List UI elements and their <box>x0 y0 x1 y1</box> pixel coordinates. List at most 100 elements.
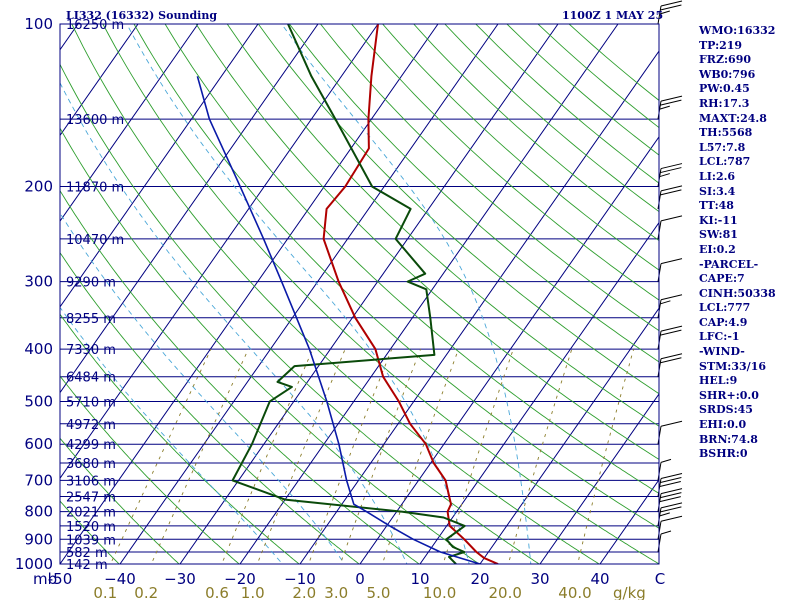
mixing-ratio-label: 2.0 <box>292 584 316 600</box>
wind-barb <box>657 420 683 445</box>
pressure-tick-label: 1000 <box>15 555 53 573</box>
mixing-ratio-label: 5.0 <box>367 584 391 600</box>
isotherm-line <box>60 24 199 223</box>
isotherm-line <box>539 393 659 564</box>
dry-adiabat-line <box>60 500 120 564</box>
height-level-label: 2547 m <box>66 491 116 506</box>
isotherm-line <box>119 24 499 564</box>
dry-adiabat-line <box>288 24 659 363</box>
wind-barb <box>657 0 683 25</box>
wind-barb-half-flag <box>659 512 670 517</box>
height-level-label: 10470 m <box>66 233 124 248</box>
moist-adiabat-line <box>60 306 283 564</box>
index-item: KI:-11 <box>699 213 738 227</box>
temperature-tick-label: −10 <box>284 570 316 588</box>
height-level-label: 5710 m <box>66 395 116 410</box>
dry-adiabat-line <box>60 189 420 564</box>
temperature-tick-label: 30 <box>530 570 549 588</box>
station-title: LI332 (16332) Sounding <box>66 9 217 22</box>
pressure-tick-label: 700 <box>24 471 53 489</box>
temperature-tick-label: C <box>655 570 665 588</box>
wind-barb-flag <box>660 185 683 192</box>
wind-barb-flag <box>660 163 683 170</box>
dry-adiabat-line <box>319 24 659 332</box>
mixing-ratio-line <box>339 348 422 564</box>
dry-adiabat-line <box>133 24 659 529</box>
mixing-ratio-line <box>110 348 212 564</box>
wind-barb-flag <box>660 420 683 427</box>
index-item: -PARCEL- <box>699 257 759 271</box>
index-item: SRDS:45 <box>699 403 753 417</box>
mixing-ratio-label: 10.0 <box>423 584 456 600</box>
dry-adiabat-line <box>60 127 480 564</box>
dry-adiabat-line <box>350 24 659 301</box>
wind-barb <box>657 502 683 526</box>
index-item: EI:0.2 <box>699 242 736 256</box>
moist-adiabat-line <box>60 81 408 564</box>
wind-barb-flag <box>660 477 682 484</box>
wind-barb-flag <box>660 515 683 522</box>
wind-barb-half-flag <box>660 300 671 305</box>
height-level-label: 11870 m <box>66 181 124 196</box>
mixing-ratio-line <box>442 348 514 564</box>
wind-barb-flag <box>660 357 682 364</box>
moist-adiabat-line <box>126 24 470 564</box>
wind-barb-flag <box>660 325 683 332</box>
mixing-ratio-label: 3.0 <box>324 584 348 600</box>
isotherm-line <box>359 135 659 564</box>
wind-barb-half-flag <box>660 458 672 463</box>
height-level-label: 6484 m <box>66 371 116 386</box>
mixing-ratio-label: 40.0 <box>558 584 591 600</box>
index-item: HEL:9 <box>699 374 738 388</box>
height-level-label: 16250 m <box>66 18 124 33</box>
isotherm-line <box>419 221 659 564</box>
index-item: RH:17.3 <box>699 96 750 110</box>
index-item: LI:2.6 <box>699 169 736 183</box>
dry-adiabat-line <box>60 375 240 564</box>
index-item: PW:0.45 <box>699 82 750 96</box>
pressure-tick-label: 100 <box>24 15 53 33</box>
temperature-tick-label: 40 <box>590 570 609 588</box>
mixing-ratio-label: 0.6 <box>205 584 229 600</box>
wind-barb-half-flag <box>660 530 672 535</box>
index-item: CINH:50338 <box>699 286 776 300</box>
pressure-tick-label: 900 <box>24 530 53 548</box>
parcel-trace <box>196 76 481 564</box>
dry-adiabat-line <box>382 24 659 271</box>
dry-adiabat-line <box>102 24 659 564</box>
pressure-tick-label: 300 <box>24 273 53 291</box>
height-level-label: 8255 m <box>66 312 116 327</box>
isotherm-line <box>479 307 659 564</box>
index-item: -WIND- <box>699 345 745 359</box>
index-item: LCL:777 <box>699 301 751 315</box>
dry-adiabat-line <box>164 24 659 494</box>
wind-barb-flag <box>660 329 682 336</box>
mixing-ratio-line <box>256 348 346 564</box>
index-item: LFC:-1 <box>699 330 740 344</box>
mixing-ratio-line <box>150 348 249 564</box>
plot-frame <box>59 23 660 565</box>
wind-barb <box>657 325 683 350</box>
isotherm-line <box>299 50 659 564</box>
mixing-ratio-label: 0.2 <box>134 584 158 600</box>
index-item: FRZ:690 <box>699 53 752 67</box>
index-item: L57:7.8 <box>699 140 746 154</box>
height-level-label: 1039 m <box>66 533 116 548</box>
wind-barb <box>657 215 683 239</box>
isotherm-line <box>0 24 18 564</box>
wind-barb <box>657 530 672 553</box>
index-item: TT:48 <box>699 199 734 213</box>
wind-barb-flag <box>660 492 682 499</box>
wind-barb-flag <box>659 496 681 503</box>
isotherm-line <box>60 24 439 564</box>
dry-adiabat-line <box>60 63 540 564</box>
temperature-tick-label: −40 <box>104 570 136 588</box>
dry-adiabat-line <box>71 24 600 564</box>
isotherm-line <box>239 24 619 564</box>
pressure-tick-label: 600 <box>24 435 53 453</box>
height-level-label: 2021 m <box>66 506 116 521</box>
mixing-ratio-label: 0.1 <box>93 584 117 600</box>
wind-barb-flag <box>660 294 683 301</box>
index-item: SI:3.4 <box>699 184 736 198</box>
temperature-tick-label: -50 <box>48 570 73 588</box>
